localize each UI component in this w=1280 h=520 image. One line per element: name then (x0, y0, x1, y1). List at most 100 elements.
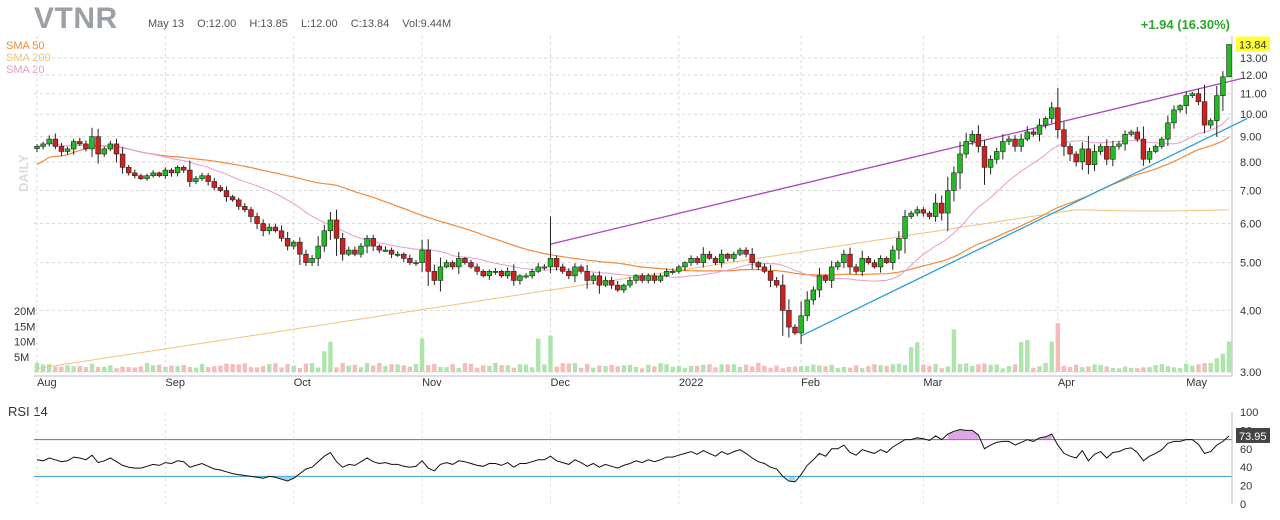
candle-body (822, 275, 829, 281)
candle-body (486, 271, 493, 277)
candle-body (144, 175, 150, 179)
candle-body (700, 253, 706, 263)
volume-bar (805, 366, 810, 372)
volume-bar (499, 365, 504, 372)
candle-body (401, 253, 407, 259)
volume-bar (780, 368, 785, 372)
volume-bar (89, 363, 95, 372)
candle-body (718, 253, 725, 263)
candle-body (150, 172, 156, 177)
candle-body (1067, 146, 1073, 155)
volume-bar (939, 368, 944, 372)
candle-body (596, 275, 603, 286)
candle-body (1024, 131, 1030, 140)
candle-body (835, 262, 841, 268)
candle-body (156, 172, 162, 177)
volume-bar (1104, 366, 1109, 372)
candle-body (1183, 95, 1189, 107)
volume-bar (774, 365, 779, 372)
volume-bar (743, 364, 749, 372)
volume-bar (432, 363, 437, 372)
volume-axis-tick: 10M (14, 337, 35, 349)
price-axis-tick: 3.00 (1240, 367, 1261, 379)
volume-bar (462, 363, 468, 372)
volume-bar (352, 364, 358, 372)
volume-bar (273, 363, 278, 372)
candle-body (908, 212, 914, 217)
candle-body (737, 249, 743, 255)
candle-body (187, 169, 193, 182)
price-axis-tick: 9.00 (1240, 132, 1261, 144)
candle-body (272, 226, 279, 232)
candle-body (1000, 141, 1006, 152)
volume-bar (102, 366, 107, 372)
candle-body (987, 158, 994, 168)
volume-bar (664, 364, 669, 372)
candle-body (1134, 131, 1141, 140)
time-axis-tick: Sep (165, 377, 185, 389)
candle-body (376, 245, 383, 251)
volume-bar (175, 365, 180, 372)
candle-body (712, 258, 719, 263)
volume-bar (963, 363, 969, 372)
volume-bar (364, 362, 370, 372)
volume-bar (334, 367, 339, 372)
ohlc-readout: May 13 O:12.00 H:13.85 L:12.00 C:13.84 V… (148, 18, 461, 30)
volume-bar (591, 367, 596, 372)
volume-bar (866, 366, 871, 372)
candle-body (706, 253, 713, 259)
volume-bar (1208, 362, 1213, 372)
volume-bar (902, 365, 908, 372)
volume-bar (438, 366, 443, 372)
high-value: H:13.85 (249, 18, 288, 30)
rsi-overbought-fill (947, 429, 979, 440)
bar-date: May 13 (148, 18, 185, 30)
volume-bar (487, 365, 492, 372)
candle-body (34, 146, 40, 149)
volume-bar (1110, 367, 1116, 372)
volume-bar (731, 364, 737, 372)
candle-body (645, 275, 651, 281)
volume-bar (1012, 364, 1018, 372)
volume-bar (529, 367, 535, 372)
candle-body (46, 138, 52, 145)
volume-bar (927, 365, 932, 372)
candle-body (547, 258, 554, 268)
rsi-axis-tick: 40 (1240, 462, 1252, 474)
volume-bar (768, 367, 773, 372)
candle-body (755, 262, 762, 268)
candle-body (694, 258, 700, 263)
price-axis-tick: 13.00 (1240, 53, 1268, 65)
candle-body (333, 219, 340, 239)
candle-body (731, 253, 737, 259)
volume-bar (878, 365, 883, 372)
candle-body (1079, 148, 1085, 163)
volume-bar (481, 365, 486, 372)
candle-body (217, 187, 224, 191)
volume-bar (945, 366, 951, 372)
volume-bar (248, 367, 254, 372)
volume-bar (212, 366, 217, 372)
volume-axis-tick: 15M (14, 321, 35, 333)
candle-body (786, 310, 792, 328)
candle-body (663, 271, 670, 277)
volume-bar (915, 342, 920, 372)
volume-bar (144, 363, 150, 372)
candle-body (688, 258, 694, 263)
candle-body (1122, 134, 1128, 145)
candle-body (816, 275, 823, 291)
candle-body (535, 266, 541, 272)
candle-body (1073, 153, 1079, 163)
volume-bar (1025, 339, 1030, 372)
candle-body (504, 271, 511, 277)
volume-bar (83, 367, 89, 372)
candle-body (529, 271, 535, 277)
volume-bar (951, 329, 957, 372)
volume-bar (982, 363, 987, 372)
candle-body (113, 143, 120, 155)
time-axis-tick: May (1186, 377, 1207, 389)
volume-bar (1031, 367, 1036, 372)
candle-body (1055, 107, 1061, 130)
candle-body (64, 148, 71, 152)
